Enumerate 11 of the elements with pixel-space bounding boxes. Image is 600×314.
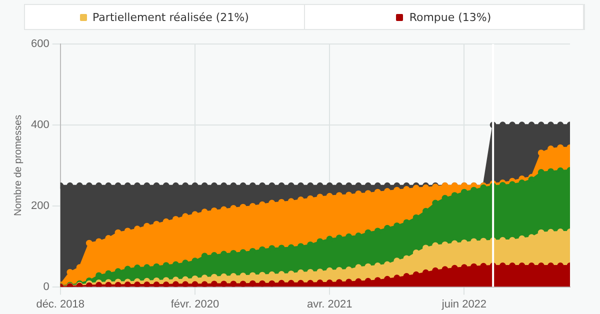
y-tick-label: 600 (30, 38, 50, 50)
y-tick-label: 400 (30, 118, 50, 131)
y-tick-label: 200 (30, 200, 50, 212)
y-axis-title: Nombre de promesses (12, 114, 24, 216)
x-tick-label: févr. 2020 (170, 298, 220, 310)
x-tick-label: juin 2022 (440, 298, 487, 310)
y-tick-label: 0 (43, 280, 50, 293)
legend-label: Rompue (13%) (409, 10, 492, 24)
x-tick-label: avr. 2021 (306, 298, 352, 310)
legend-label: Partiellement réalisée (21%) (92, 10, 249, 24)
x-tick-label: déc. 2018 (36, 298, 85, 310)
